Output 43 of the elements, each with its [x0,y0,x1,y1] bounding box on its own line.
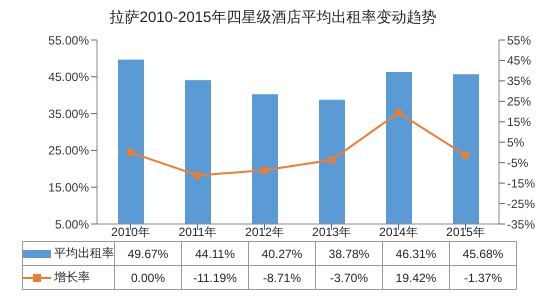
chart-title: 拉萨2010-2015年四星级酒店平均出租率变动趋势 [108,8,438,27]
x-tick-label: 2015年 [445,224,486,241]
data-label: 38.78% [316,242,382,266]
data-label: -1.37% [450,266,516,290]
point [261,166,268,174]
data-label: 46.31% [382,242,450,266]
y2-tick-label: -25% [507,196,536,211]
data-label: 45.68% [450,242,516,266]
legend-label: 平均出租率 [54,245,114,262]
y2-tick-label: 25% [507,94,532,109]
point [462,152,469,159]
y-tick-label: 35.00% [48,106,90,121]
point [395,109,402,116]
y2-tick-label: -5% [507,156,529,170]
y2-tick-label: 15% [507,115,532,130]
y2-tick-label: 35% [507,74,532,88]
y-tick-label: 25.00% [48,144,90,158]
legend-label: 增长率 [54,269,90,286]
x-tick-label: 2010年 [110,224,151,241]
data-label: 44.11% [182,242,248,266]
y-tick-label: 55.00% [48,33,90,48]
y2-tick-label: -15% [507,176,536,190]
data-label: 49.67% [114,242,182,266]
x-tick-label: 2014年 [378,224,419,241]
y2-tick-label: -35% [507,217,536,232]
data-label: 0.00% [114,266,182,290]
data-label: 19.42% [382,266,450,290]
y-tick-label: 15.00% [48,180,90,194]
point [127,148,134,156]
x-tick-label: 2012年 [244,224,285,241]
x-tick-label: 2013年 [311,224,352,241]
y2-tick-label: 5% [507,135,525,150]
data-label: -11.19% [182,266,248,290]
data-label: -8.71% [248,266,316,290]
y2-tick-label: 45% [507,54,532,68]
y-tick-label: 5.00% [54,217,90,232]
point [328,156,335,164]
point [194,172,201,179]
x-tick-label: 2011年 [178,224,218,241]
data-label: -3.70% [316,266,382,290]
y2-tick-label: 55% [507,33,532,48]
y-tick-label: 45.00% [48,70,90,84]
data-label: 40.27% [248,242,316,266]
